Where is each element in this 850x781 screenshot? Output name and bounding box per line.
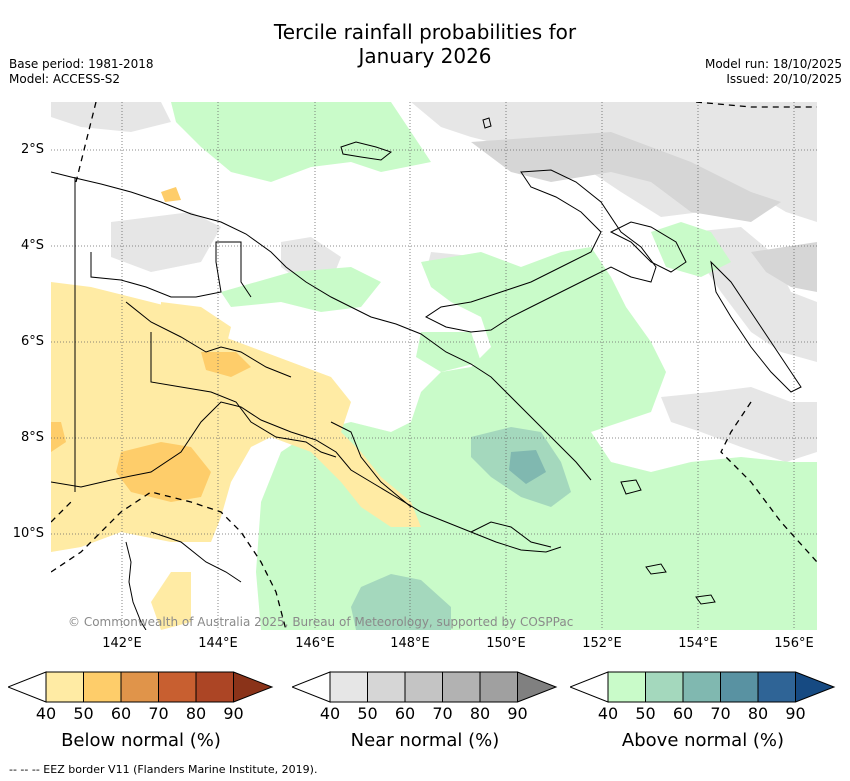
colorbar-above-normal — [570, 671, 836, 703]
below-tick-90: 90 — [223, 704, 244, 723]
map-gridlines — [51, 102, 817, 630]
below-swatch-80-90 — [196, 672, 234, 702]
meta-left: Base period: 1981-2018 Model: ACCESS-S2 — [9, 57, 154, 87]
eez-borders — [51, 102, 817, 630]
near-swatch-90plus — [517, 672, 556, 702]
near-swatch-60-70 — [405, 672, 443, 702]
above-swatch-90plus — [795, 672, 834, 702]
above-tick-90: 90 — [785, 704, 806, 723]
coastlines — [51, 117, 802, 630]
map-canvas: © Commonwealth of Australia 2025, Bureau… — [51, 102, 817, 630]
lat-label-10s: 10°S — [12, 526, 44, 541]
near-tick-60: 60 — [394, 704, 416, 723]
below-swatch-40-50 — [46, 672, 84, 702]
model-run-text: Model run: 18/10/2025 — [704, 57, 842, 71]
above-tick-40: 40 — [597, 704, 619, 723]
above-swatch-70-80 — [720, 672, 758, 702]
lon-label-156e: 156°E — [774, 636, 814, 651]
below-tick-80: 80 — [185, 704, 207, 723]
colorbar-near-normal — [292, 671, 558, 703]
below-swatch-50-60 — [83, 672, 121, 702]
colorbar-near-title: Near normal (%) — [350, 730, 500, 751]
below-tick-60: 60 — [110, 704, 132, 723]
lat-label-6s: 6°S — [20, 334, 44, 349]
near-tick-40: 40 — [319, 704, 341, 723]
lat-label-4s: 4°S — [20, 238, 44, 253]
lon-label-148e: 148°E — [390, 636, 430, 651]
base-period-text: Base period: 1981-2018 — [9, 57, 154, 71]
above-normal-50-areas — [351, 427, 571, 630]
below-swatch-90plus — [233, 672, 272, 702]
lat-label-8s: 8°S — [20, 430, 44, 445]
lon-label-150e: 150°E — [486, 636, 526, 651]
below-swatch-60-70 — [121, 672, 159, 702]
near-swatch-50-60 — [367, 672, 405, 702]
above-tick-80: 80 — [747, 704, 769, 723]
below-normal-areas — [51, 187, 421, 630]
above-swatch-40-50 — [608, 672, 646, 702]
meta-right: Model run: 18/10/2025 Issued: 20/10/2025 — [705, 57, 842, 87]
issued-text: Issued: 20/10/2025 — [726, 72, 842, 86]
lat-label-2s: 2°S — [20, 142, 44, 157]
above-swatch-80-90 — [758, 672, 796, 702]
below-tick-70: 70 — [148, 704, 169, 723]
lon-label-142e: 142°E — [102, 636, 142, 651]
lon-label-144e: 144°E — [198, 636, 238, 651]
colorbar-below-title: Below normal (%) — [61, 730, 221, 751]
model-text: Model: ACCESS-S2 — [9, 72, 121, 86]
near-tick-80: 80 — [469, 704, 491, 723]
above-tick-50: 50 — [635, 704, 656, 723]
below-swatch-70-80 — [158, 672, 196, 702]
title-line-2: January 2026 — [358, 44, 492, 68]
colorbar-above-title: Above normal (%) — [621, 730, 785, 751]
near-tick-50: 50 — [357, 704, 378, 723]
near-swatch-70-80 — [442, 672, 480, 702]
borders — [74, 177, 412, 508]
lon-label-152e: 152°E — [582, 636, 622, 651]
map-title: Tercile rainfall probabilities for Janua… — [0, 20, 850, 68]
below-tick-50: 50 — [73, 704, 94, 723]
eez-legend-text: -- -- -- EEZ border V11 (Flanders Marine… — [9, 763, 318, 776]
lon-label-146e: 146°E — [295, 636, 335, 651]
near-tick-90: 90 — [507, 704, 528, 723]
near-tick-70: 70 — [432, 704, 453, 723]
below-tick-40: 40 — [35, 704, 57, 723]
title-line-1: Tercile rainfall probabilities for — [273, 20, 577, 44]
above-swatch-60-70 — [683, 672, 721, 702]
above-tick-70: 70 — [710, 704, 731, 723]
near-swatch-40-50 — [330, 672, 368, 702]
near-swatch-80-90 — [480, 672, 518, 702]
above-tick-60: 60 — [672, 704, 694, 723]
lon-label-154e: 154°E — [678, 636, 718, 651]
colorbar-below-normal — [8, 671, 274, 703]
copyright-text: © Commonwealth of Australia 2025, Bureau… — [68, 615, 573, 629]
rainfall-map: © Commonwealth of Australia 2025, Bureau… — [51, 102, 817, 630]
above-swatch-50-60 — [645, 672, 683, 702]
